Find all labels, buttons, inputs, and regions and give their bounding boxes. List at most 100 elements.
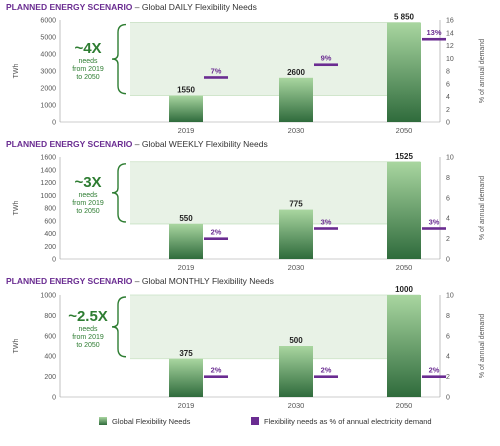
y-tick-label: 600 [44,218,56,225]
percent-label: 3% [321,217,332,226]
legend-label-bars: Global Flexibility Needs [112,417,191,426]
bar-value-label: 500 [289,336,303,345]
growth-note-line: needs [78,192,98,199]
growth-note-line: to 2050 [76,342,99,349]
y2-tick-label: 0 [446,257,450,264]
percent-label: 9% [321,54,332,63]
percent-marker [422,227,446,230]
y2-tick-label: 4 [446,354,450,361]
chart-subtitle: – Global WEEKLY Flexibility Needs [132,139,267,149]
growth-note: needs from 2019 to 2050 [72,58,104,81]
y2-tick-label: 10 [446,56,454,63]
percent-marker [204,76,228,79]
x-tick-label: 2019 [178,263,195,272]
flex-needs-bar [279,209,313,259]
percent-marker [204,375,228,378]
y2-tick-label: 2 [446,374,450,381]
bar-value-label: 550 [179,214,193,223]
x-tick-label: 2030 [288,401,305,410]
legend-swatch-percent [251,417,259,425]
curly-brace [111,296,127,358]
curly-brace [111,163,127,223]
growth-note-line: needs [78,326,98,333]
flex-needs-bar [169,358,203,397]
y-tick-label: 3000 [40,69,56,76]
x-tick-label: 2050 [396,263,413,272]
flex-needs-bar [387,161,421,259]
y2-tick-label: 8 [446,69,450,76]
growth-note-line: from 2019 [72,66,104,73]
y-tick-label: 1000 [40,103,56,110]
growth-note-line: to 2050 [76,74,99,81]
growth-note: needs from 2019 to 2050 [72,326,104,349]
legend-label-percent: Flexibility needs as % of annual electri… [264,417,432,426]
bar-value-label: 1550 [177,86,195,95]
flex-needs-bar [169,95,203,122]
y2-tick-label: 2 [446,107,450,114]
y-tick-label: 600 [44,333,56,340]
bar-value-label: 1525 [395,152,413,161]
flex-needs-bar [387,22,421,122]
growth-note-line: from 2019 [72,334,104,341]
y2-axis-label: % of annual demand [479,314,486,378]
y-tick-label: 200 [44,374,56,381]
chart-title: PLANNED ENERGY SCENARIO – Global MONTHLY… [6,276,274,286]
chart-title: PLANNED ENERGY SCENARIO – Global WEEKLY … [6,139,268,149]
flex-needs-bar [279,346,313,397]
growth-band [130,295,420,359]
percent-marker [314,375,338,378]
y-tick-label: 0 [52,257,56,264]
y-tick-label: 1000 [40,293,56,300]
legend-swatch-bars [99,417,107,425]
growth-band [130,22,420,96]
bar-value-label: 5 850 [394,13,415,22]
y2-tick-label: 8 [446,313,450,320]
growth-note-line: needs [78,58,98,65]
percent-marker [422,37,446,41]
curly-brace [111,23,127,95]
flex-needs-bar [387,295,421,397]
percent-label: 2% [321,366,332,375]
y2-axis-label: % of annual demand [479,176,486,240]
flex-needs-bar [169,223,203,259]
y2-tick-label: 10 [446,293,454,300]
y-tick-label: 2000 [40,86,56,93]
flex-needs-bar [279,77,313,122]
percent-marker [422,375,446,378]
y-tick-label: 6000 [40,18,56,25]
y-axis-label: TWh [13,64,20,79]
y2-tick-label: 4 [446,94,450,101]
y-axis-label: TWh [13,201,20,216]
bar-value-label: 375 [179,349,193,358]
y2-tick-label: 10 [446,155,454,162]
percent-marker [314,63,338,67]
chart-subtitle: – Global MONTHLY Flexibility Needs [132,276,273,286]
y2-tick-label: 0 [446,395,450,402]
y2-tick-label: 8 [446,175,450,182]
growth-multiplier: ~4X [74,40,101,57]
y-tick-label: 1000 [40,193,56,200]
y2-tick-label: 4 [446,216,450,223]
chart-subtitle: – Global DAILY Flexibility Needs [132,2,256,12]
y2-tick-label: 6 [446,195,450,202]
y2-tick-label: 0 [446,120,450,127]
growth-band [130,161,420,224]
x-tick-label: 2019 [178,126,195,135]
bar-value-label: 775 [289,200,303,209]
bar-value-label: 2600 [287,68,305,77]
y-tick-label: 400 [44,231,56,238]
growth-note-line: to 2050 [76,208,99,215]
y2-tick-label: 12 [446,43,454,50]
y-tick-label: 5000 [40,35,56,42]
percent-marker [314,227,338,230]
growth-note-line: from 2019 [72,200,104,207]
x-tick-label: 2050 [396,401,413,410]
y-tick-label: 800 [44,313,56,320]
y2-tick-label: 16 [446,18,454,25]
chart-title: PLANNED ENERGY SCENARIO – Global DAILY F… [6,2,257,12]
y2-tick-label: 14 [446,30,454,37]
y2-tick-label: 6 [446,81,450,88]
growth-multiplier: ~3X [74,174,101,191]
bar-value-label: 1000 [395,285,413,294]
